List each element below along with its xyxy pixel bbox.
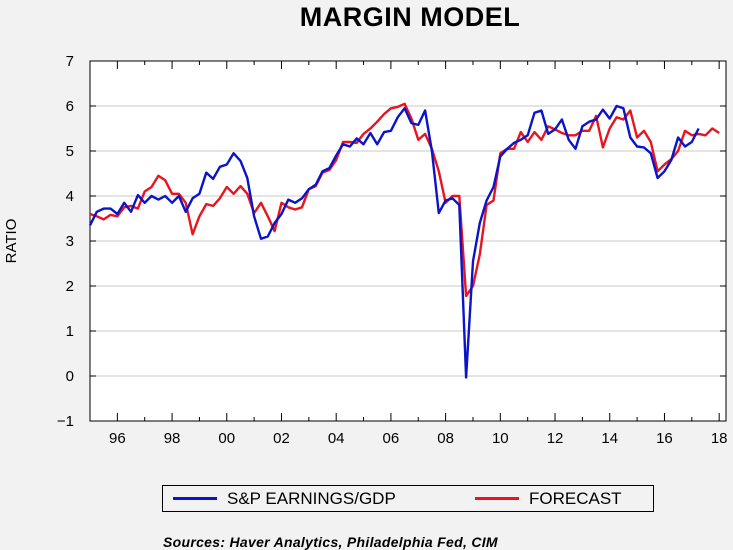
source-note: Sources: Haver Analytics, Philadelphia F… xyxy=(163,534,498,550)
y-tick-label: 3 xyxy=(66,233,74,250)
x-tick-label: 16 xyxy=(656,430,673,447)
y-axis-title: RATIO xyxy=(3,219,20,264)
y-tick-label: 5 xyxy=(66,143,74,160)
x-tick-label: 12 xyxy=(547,430,564,447)
x-tick-label: 18 xyxy=(711,430,728,447)
chart-title: MARGIN MODEL xyxy=(299,2,521,32)
y-tick-label: 7 xyxy=(66,53,74,70)
series-line-forecast xyxy=(89,102,720,298)
legend-item-forecast: FORECAST xyxy=(475,486,622,511)
y-tick-label: 6 xyxy=(66,98,74,115)
legend-swatch-sp-earnings xyxy=(173,497,217,500)
series-line-sp-earnings xyxy=(88,104,700,379)
x-axis-ticks: 96 98 00 02 04 06 08 10 12 14 16 18 xyxy=(109,61,728,447)
legend-item-sp-earnings: S&P EARNINGS/GDP xyxy=(173,486,396,511)
x-tick-label: 02 xyxy=(273,430,290,447)
x-tick-label: 08 xyxy=(437,430,454,447)
legend: S&P EARNINGS/GDP FORECAST xyxy=(162,485,654,512)
x-tick-label: 04 xyxy=(328,430,345,447)
legend-swatch-forecast xyxy=(475,497,519,500)
x-tick-label: 06 xyxy=(383,430,400,447)
series-lines xyxy=(88,102,720,379)
y-tick-label: 2 xyxy=(66,278,74,295)
y-tick-label: 0 xyxy=(66,368,74,385)
legend-label-forecast: FORECAST xyxy=(529,488,622,508)
legend-label-sp-earnings: S&P EARNINGS/GDP xyxy=(227,488,396,508)
x-tick-label: 10 xyxy=(492,430,509,447)
x-tick-label: 96 xyxy=(109,430,126,447)
gridlines xyxy=(90,105,726,377)
x-tick-label: 00 xyxy=(218,430,235,447)
y-axis-ticks: 7 6 5 4 3 2 1 0 −1 xyxy=(57,53,726,430)
y-tick-label: −1 xyxy=(57,413,74,430)
y-tick-label: 1 xyxy=(66,323,74,340)
y-tick-label: 4 xyxy=(66,188,74,205)
x-tick-label: 98 xyxy=(164,430,181,447)
x-tick-label: 14 xyxy=(601,430,618,447)
